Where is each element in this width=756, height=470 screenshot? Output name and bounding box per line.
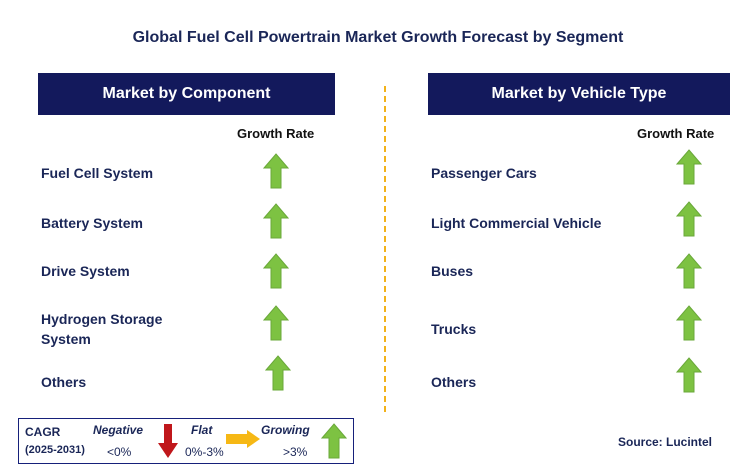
vehicle-row-label: Trucks [431,321,477,337]
orange-right-arrow-icon [226,430,260,448]
cagr-legend: CAGR (2025-2031) Negative <0% Flat 0%-3%… [18,418,354,464]
component-row-label: Drive System [41,263,130,279]
legend-period: (2025-2031) [25,444,85,456]
legend-negative-label: Negative [93,423,144,437]
growing-arrow-icon [263,153,289,189]
growing-arrow-icon [263,305,289,341]
vehicle-row-label: Others [431,374,477,390]
green-up-arrow-icon [321,423,347,459]
component-row-label: Others [41,374,87,390]
growing-arrow-icon [676,305,702,341]
component-row-label: Fuel Cell System [41,165,154,181]
growing-arrow-icon [263,203,289,239]
legend-flat-label: Flat [191,423,213,437]
component-row-label: Hydrogen Storage System [41,309,162,349]
vehicle-row-label: Passenger Cars [431,165,537,181]
component-row-label-line2: System [41,331,91,347]
panel-divider [384,86,386,412]
growing-arrow-icon [676,357,702,393]
legend-negative-range: <0% [107,445,132,459]
growing-arrow-icon [676,201,702,237]
chart-title: Global Fuel Cell Powertrain Market Growt… [132,29,624,46]
growing-arrow-icon [265,355,291,391]
growing-arrow-icon [676,253,702,289]
component-row-label: Battery System [41,215,143,231]
legend-flat-range: 0%-3% [185,445,224,459]
vehicle-row-label: Light Commercial Vehicle [431,215,602,231]
vehicle-row-label: Buses [431,263,474,279]
growing-arrow-icon [676,149,702,185]
red-down-arrow-icon [158,424,178,458]
component-row-label-line1: Hydrogen Storage [41,311,163,327]
legend-cagr-label: CAGR [25,425,61,439]
component-growth-rate-label: Growth Rate [237,126,315,141]
vehicle-growth-rate-label: Growth Rate [637,126,715,141]
component-panel-header: Market by Component [38,73,335,115]
growing-arrow-icon [263,253,289,289]
legend-growing-range: >3% [283,445,308,459]
vehicle-type-panel-header: Market by Vehicle Type [428,73,730,115]
source-note: Source: Lucintel [618,435,713,449]
legend-growing-label: Growing [261,423,310,437]
